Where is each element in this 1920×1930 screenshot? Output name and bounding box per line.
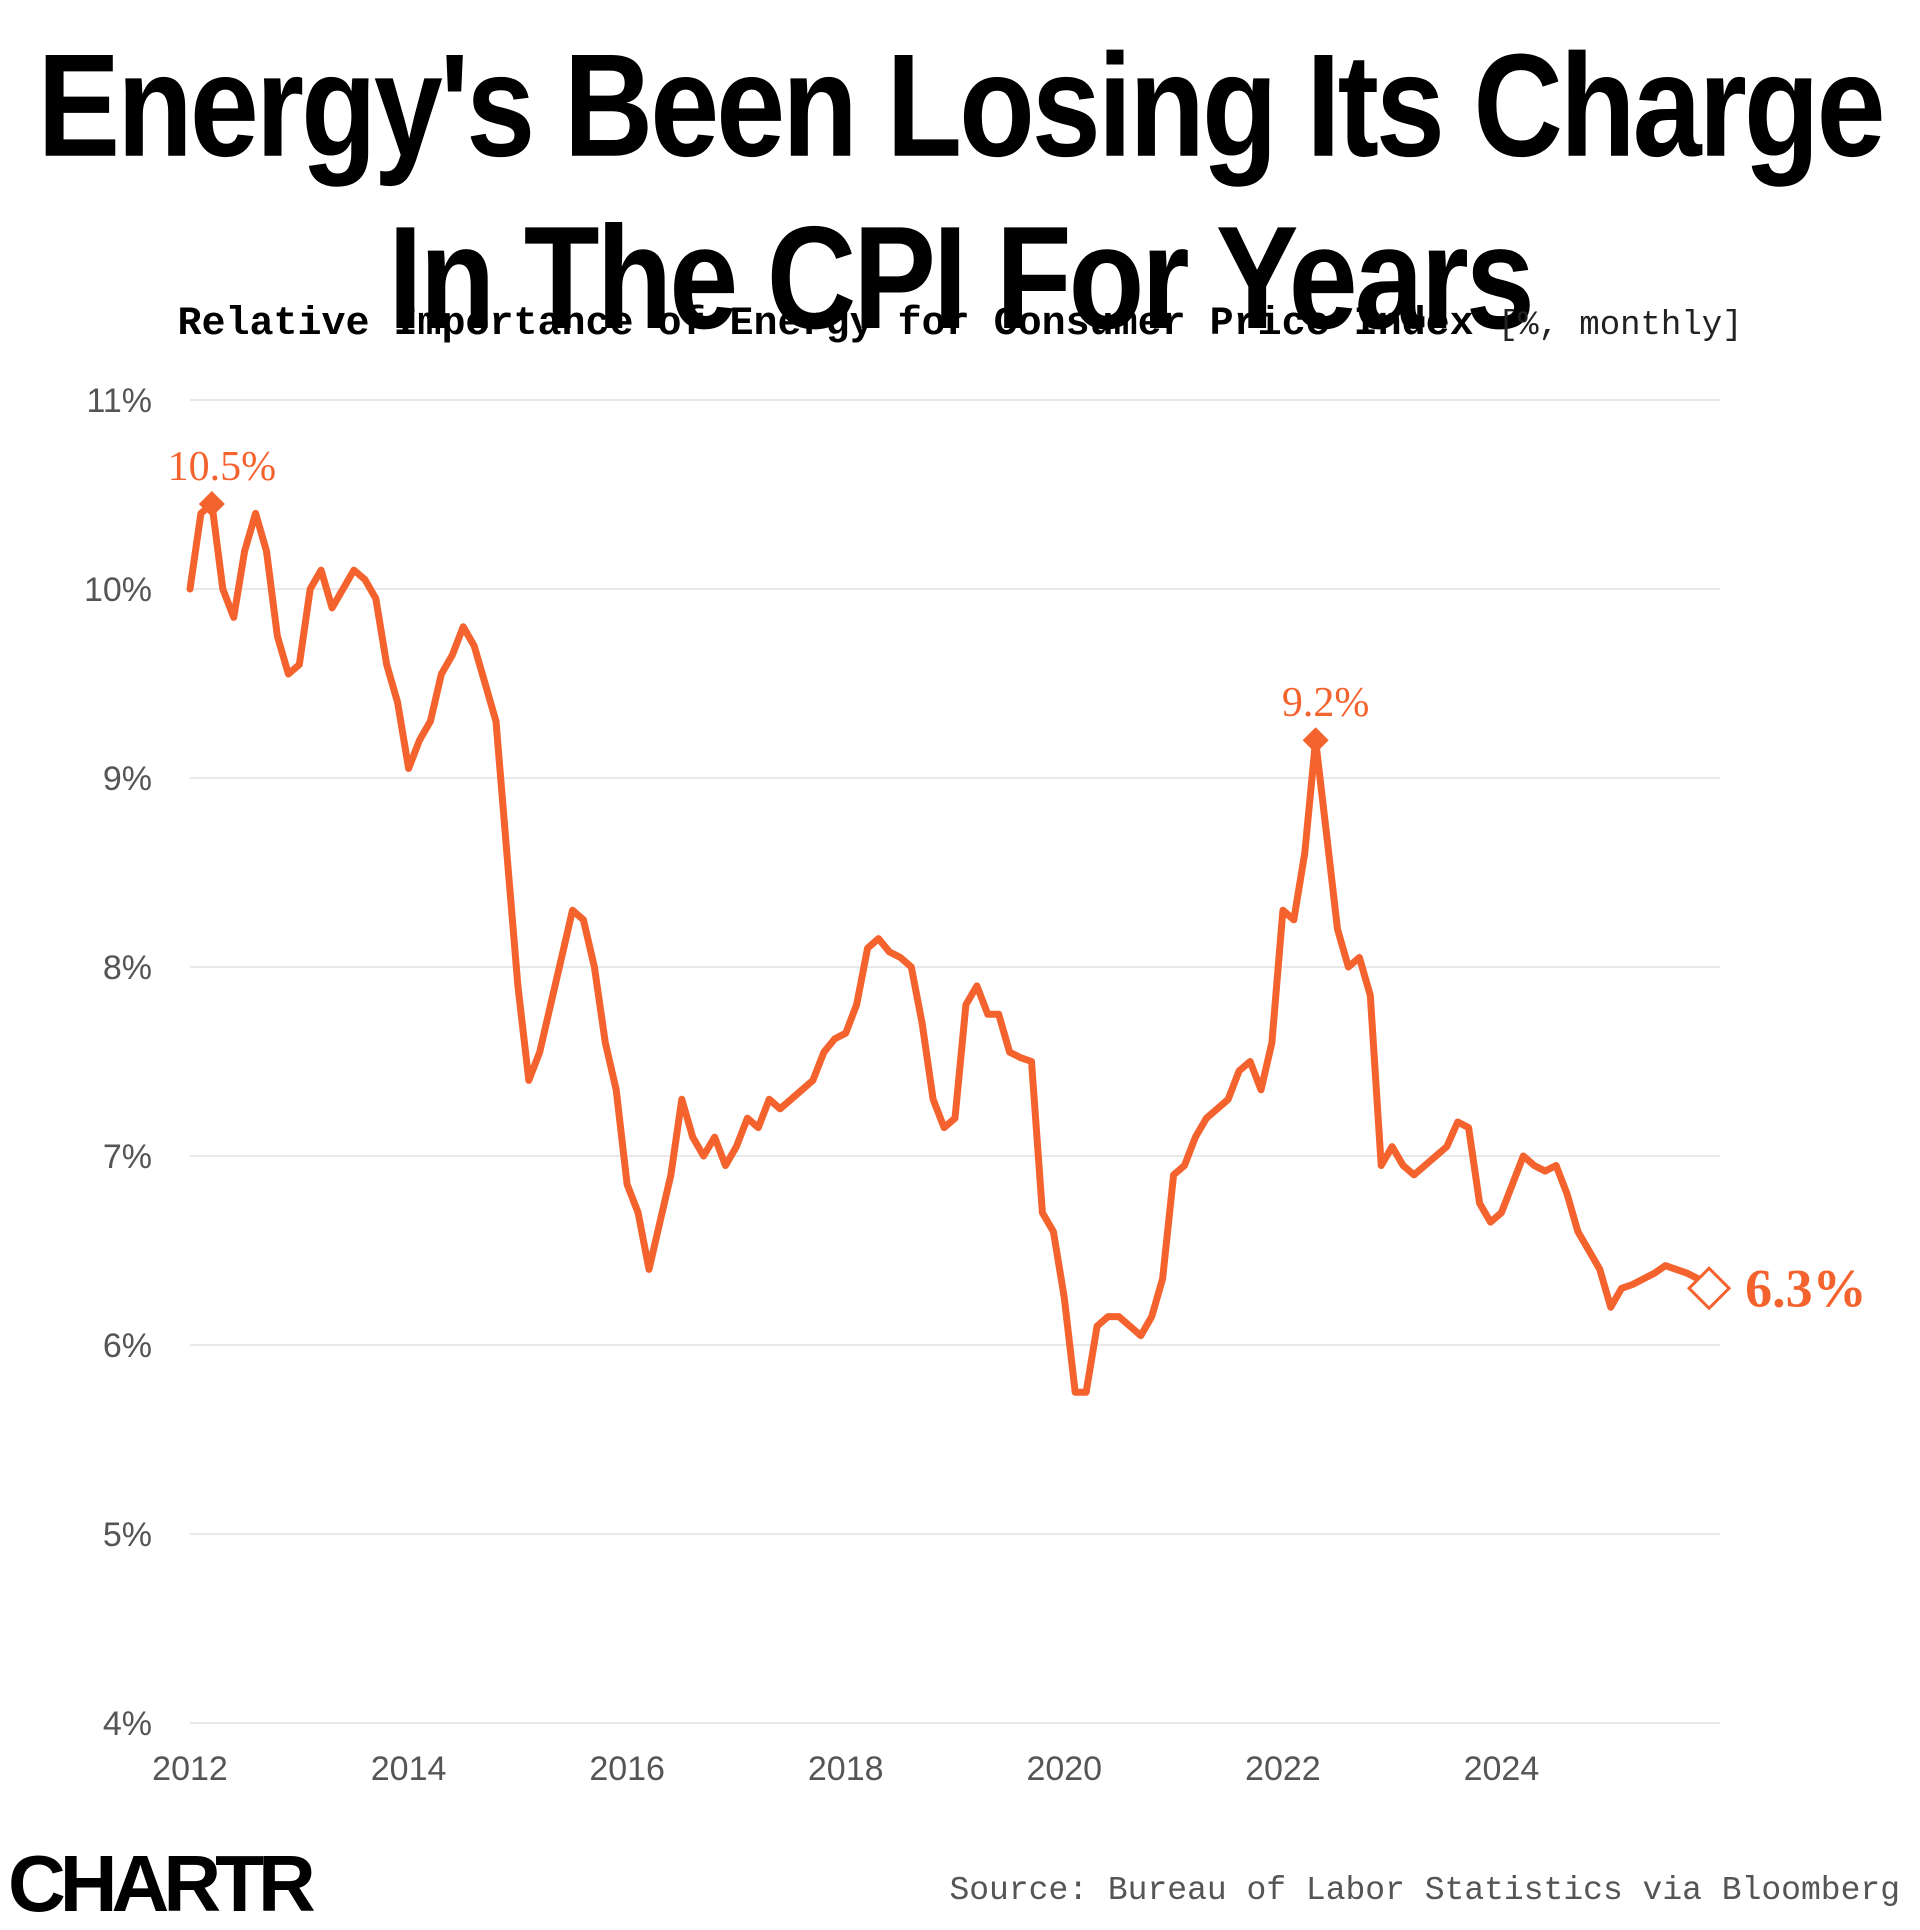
chart-subtitle: Relative Importance of Energy for Consum… — [0, 302, 1920, 347]
end-point-marker — [1686, 1266, 1732, 1311]
y-tick-label: 10% — [84, 571, 152, 609]
y-tick-label: 5% — [103, 1516, 152, 1554]
y-tick-label: 11% — [86, 382, 152, 420]
title-line-2: In The CPI For Years — [388, 196, 1535, 360]
x-tick-label: 2022 — [1245, 1750, 1321, 1788]
x-tick-label: 2016 — [589, 1750, 665, 1788]
chart-title: Energy's Been Losing Its Charge In The C… — [0, 20, 1920, 365]
x-tick-label: 2018 — [808, 1750, 884, 1788]
x-tick-label: 2014 — [371, 1750, 447, 1788]
subtitle-unit: [%, monthly] — [1497, 307, 1743, 345]
x-tick-label: 2012 — [152, 1750, 228, 1788]
y-tick-label: 9% — [103, 760, 152, 798]
y-tick-label: 8% — [103, 949, 152, 987]
y-tick-label: 4% — [103, 1705, 152, 1743]
chartr-logo: CHARTR — [8, 1839, 316, 1928]
y-tick-label: 7% — [103, 1138, 152, 1176]
peak-value-label: 9.2% — [1282, 680, 1370, 726]
subtitle-main: Relative Importance of Energy for Consum… — [177, 302, 1474, 347]
series-line — [186, 500, 1713, 1396]
x-tick-label: 2020 — [1026, 1750, 1102, 1788]
peak-value-label: 10.5% — [168, 444, 277, 490]
peak-marker — [1302, 727, 1329, 754]
end-value-label: 6.3% — [1745, 1258, 1867, 1318]
peak-marker — [198, 490, 225, 517]
title-line-1: Energy's Been Losing Its Charge — [37, 24, 1885, 188]
source-note: Source: Bureau of Labor Statistics via B… — [949, 1872, 1900, 1909]
x-tick-label: 2024 — [1464, 1750, 1540, 1788]
y-tick-label: 6% — [103, 1327, 152, 1365]
